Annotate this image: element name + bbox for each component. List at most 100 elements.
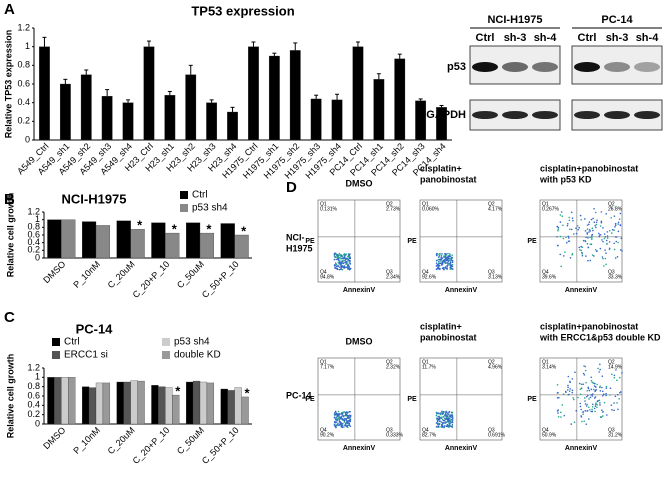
dot — [589, 409, 591, 411]
dot — [615, 240, 618, 243]
dot — [566, 222, 569, 225]
dot — [557, 244, 559, 247]
dot — [442, 267, 444, 270]
dot — [446, 425, 449, 428]
dot — [591, 236, 593, 239]
dot — [440, 421, 443, 423]
dot — [440, 260, 442, 262]
error-bar — [209, 99, 214, 103]
dot — [592, 229, 594, 232]
bar — [59, 83, 71, 141]
error-bar — [42, 36, 47, 47]
dot — [578, 246, 581, 249]
flow-frame — [419, 199, 503, 283]
dot — [589, 236, 591, 239]
dot — [337, 258, 340, 260]
dot — [585, 423, 588, 425]
dot — [343, 411, 346, 413]
error-bar — [397, 53, 402, 59]
dot — [344, 413, 347, 416]
dot — [575, 232, 578, 235]
dot — [580, 383, 583, 386]
bar — [122, 102, 134, 141]
dot — [556, 225, 559, 228]
dot — [349, 425, 352, 428]
legend-swatch — [162, 338, 170, 346]
dot — [342, 262, 345, 265]
dot — [560, 265, 562, 268]
dot — [600, 221, 603, 224]
error-bar — [272, 52, 277, 56]
dot — [585, 405, 588, 407]
dot — [451, 411, 454, 414]
dot — [444, 411, 447, 414]
flow-frame — [317, 199, 401, 283]
quadrant-name: Q4 — [542, 269, 549, 275]
y-tick-label: 0.2 — [17, 116, 30, 126]
dot — [345, 266, 348, 268]
error-bar — [167, 90, 172, 96]
dot — [621, 372, 623, 374]
dot — [334, 267, 336, 269]
dot — [335, 258, 338, 261]
dot — [343, 255, 346, 258]
dot — [338, 252, 341, 255]
dot — [594, 211, 597, 214]
dot — [439, 258, 442, 261]
y-axis-label: Relative cell growth — [5, 193, 15, 278]
dot — [599, 363, 601, 366]
dot — [587, 246, 590, 249]
dot — [335, 263, 338, 266]
dot — [437, 423, 439, 426]
dot — [557, 412, 559, 414]
dot — [594, 385, 597, 388]
quadrant-value: 31.2% — [608, 432, 623, 438]
dot — [606, 414, 608, 416]
dot — [338, 268, 341, 271]
dot — [587, 259, 589, 262]
quadrant-name: Q4 — [320, 427, 327, 433]
error-bar — [418, 98, 423, 101]
dot — [593, 255, 595, 257]
flow-y-label: PE — [305, 396, 315, 403]
annotation: * — [241, 223, 247, 238]
bar — [248, 46, 259, 141]
dot — [335, 413, 338, 415]
dot — [611, 409, 613, 411]
dot — [580, 387, 583, 390]
dot — [441, 257, 444, 260]
dot — [334, 410, 337, 413]
quadrant-value: 11.7% — [422, 364, 436, 370]
dot — [344, 257, 346, 259]
bar — [165, 387, 173, 425]
dot — [343, 253, 346, 255]
dot — [348, 423, 351, 425]
dot — [590, 410, 592, 413]
dot — [435, 259, 438, 262]
dot — [557, 226, 560, 229]
error-bar — [314, 94, 319, 99]
y-tick-label: 0.4 — [17, 97, 30, 107]
dot — [333, 423, 336, 426]
dot — [334, 425, 336, 428]
dot — [586, 232, 589, 234]
dot — [334, 264, 337, 267]
dot — [560, 411, 562, 414]
dot — [598, 234, 601, 236]
dot — [616, 379, 618, 382]
dot — [571, 253, 574, 255]
x-tick-label: P_10nM — [71, 425, 102, 456]
dot — [585, 255, 587, 257]
flow-title: cisplatin+ — [420, 321, 462, 331]
dot — [599, 247, 602, 250]
quadrant-value: 7.17% — [320, 364, 335, 370]
x-tick-label: C_50uM — [175, 425, 206, 456]
dot — [445, 258, 447, 260]
dot — [436, 264, 439, 267]
dot — [341, 425, 343, 428]
error-bar — [293, 42, 298, 51]
dot — [343, 419, 346, 421]
quadrant-value: 33.3% — [608, 274, 623, 280]
dot — [446, 420, 449, 422]
dot — [591, 410, 594, 413]
